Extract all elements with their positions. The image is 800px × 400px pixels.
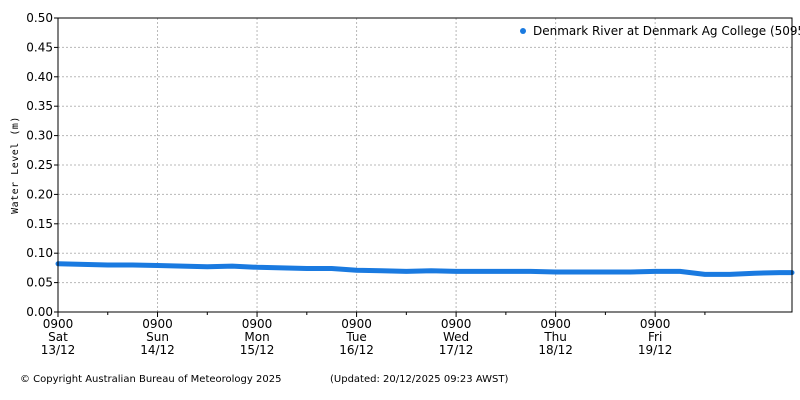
y-tick-label: 0.25 bbox=[26, 158, 53, 172]
y-tick-label: 0.40 bbox=[26, 70, 53, 84]
y-tick-label: 0.15 bbox=[26, 217, 53, 231]
x-tick-label: 15/12 bbox=[240, 343, 275, 357]
x-tick-label: 0900 bbox=[540, 317, 571, 331]
plot-series bbox=[55, 261, 795, 277]
x-tick-label: Sat bbox=[48, 330, 68, 344]
x-tick-label: 0900 bbox=[43, 317, 74, 331]
x-tick-label: Mon bbox=[244, 330, 269, 344]
y-tick-label: 0.05 bbox=[26, 276, 53, 290]
y-tick-label: 0.10 bbox=[26, 246, 53, 260]
y-tick-label: 0.50 bbox=[26, 11, 53, 25]
y-tick-label: 0.45 bbox=[26, 40, 53, 54]
x-tick-label: 19/12 bbox=[638, 343, 673, 357]
y-axis-label: Water Level (m) bbox=[10, 116, 21, 214]
updated-timestamp: (Updated: 20/12/2025 09:23 AWST) bbox=[330, 374, 509, 385]
x-tick-label: 17/12 bbox=[439, 343, 474, 357]
x-tick-label: 0900 bbox=[142, 317, 173, 331]
x-tick-label: 16/12 bbox=[339, 343, 374, 357]
x-tick-label: 0900 bbox=[441, 317, 472, 331]
legend-entry: Denmark River at Denmark Ag College (509… bbox=[533, 24, 800, 38]
x-tick-label: Thu bbox=[543, 330, 567, 344]
x-tick-label: Sun bbox=[146, 330, 169, 344]
grid-lines bbox=[58, 18, 792, 312]
y-tick-label: 0.35 bbox=[26, 99, 53, 113]
plot-frame bbox=[57, 17, 793, 313]
x-tick-label: 0900 bbox=[242, 317, 273, 331]
y-tick-label: 0.20 bbox=[26, 187, 53, 201]
series-line bbox=[55, 261, 795, 277]
x-tick-label: 14/12 bbox=[140, 343, 175, 357]
x-tick-label: Wed bbox=[443, 330, 469, 344]
y-tick-label: 0.30 bbox=[26, 129, 53, 143]
x-tick-label: 0900 bbox=[640, 317, 671, 331]
x-tick-label: 13/12 bbox=[41, 343, 76, 357]
y-axis-ticks: 0.00 0.05 0.10 0.15 0.20 0.25 0.30 0.35 0.40 0.45… bbox=[26, 11, 58, 319]
x-tick-label: 18/12 bbox=[538, 343, 573, 357]
legend-marker bbox=[520, 28, 526, 34]
copyright-notice: © Copyright Australian Bureau of Meteoro… bbox=[20, 374, 282, 385]
x-tick-label: Fri bbox=[648, 330, 662, 344]
y-tick-label: 0.00 bbox=[26, 305, 53, 319]
x-axis-ticks: 0900Sat13/120900Sun14/120900Mon15/120900… bbox=[41, 312, 706, 357]
x-tick-label: 0900 bbox=[341, 317, 372, 331]
legend: Denmark River at Denmark Ag College (509… bbox=[520, 24, 800, 38]
x-tick-label: Tue bbox=[345, 330, 367, 344]
